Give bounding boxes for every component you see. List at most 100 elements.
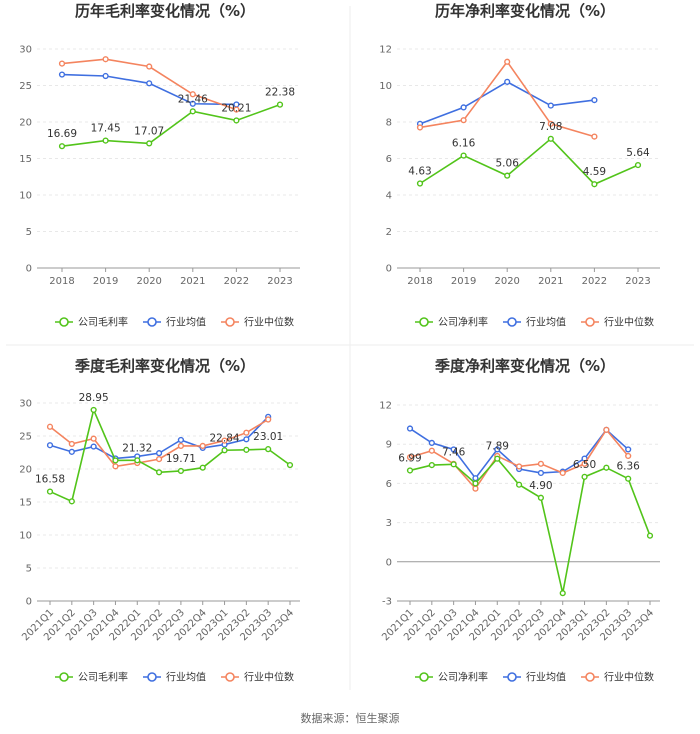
data-point-company[interactable] — [112, 457, 119, 464]
data-point-median[interactable] — [625, 452, 632, 460]
series-line-company — [61, 103, 281, 147]
data-point-company[interactable] — [221, 447, 228, 454]
legend-item-company[interactable]: 公司毛利率 — [55, 671, 128, 684]
data-point-company[interactable] — [146, 140, 153, 147]
data-point-median[interactable] — [515, 463, 523, 470]
data-point-avg[interactable] — [102, 72, 109, 80]
data-point-avg[interactable] — [450, 446, 457, 453]
data-point-median[interactable] — [233, 106, 240, 113]
data-point-company[interactable] — [646, 532, 654, 539]
data-point-company[interactable] — [189, 108, 196, 115]
data-point-company[interactable] — [472, 480, 479, 487]
data-point-company[interactable] — [547, 135, 554, 142]
data-point-avg[interactable] — [428, 439, 435, 446]
data-point-avg[interactable] — [155, 450, 163, 457]
data-point-median[interactable] — [90, 435, 97, 442]
data-point-median[interactable] — [537, 460, 545, 467]
data-point-median[interactable] — [155, 456, 163, 463]
data-point-avg[interactable] — [243, 436, 250, 443]
data-point-company[interactable] — [265, 446, 272, 453]
data-point-company[interactable] — [276, 101, 284, 108]
data-point-company[interactable] — [581, 473, 588, 480]
data-point-median[interactable] — [559, 469, 566, 477]
data-point-avg[interactable] — [68, 448, 75, 455]
data-point-avg[interactable] — [537, 469, 545, 477]
data-point-median[interactable] — [504, 58, 511, 65]
data-point-median[interactable] — [189, 91, 196, 98]
data-point-company[interactable] — [515, 481, 523, 488]
data-point-median[interactable] — [146, 63, 153, 70]
legend-item-avg[interactable]: 行业均值 — [143, 671, 206, 684]
data-point-company[interactable] — [134, 457, 141, 464]
data-point-avg[interactable] — [406, 425, 414, 432]
legend-item-avg[interactable]: 行业均值 — [143, 316, 206, 329]
legend-item-company[interactable]: 公司净利率 — [415, 316, 488, 329]
data-point-avg[interactable] — [189, 100, 196, 107]
legend-item-avg[interactable]: 行业均值 — [503, 671, 566, 684]
data-point-company[interactable] — [68, 498, 75, 505]
legend-item-company[interactable]: 公司净利率 — [415, 671, 488, 684]
data-point-median[interactable] — [243, 429, 250, 436]
data-point-company[interactable] — [199, 464, 206, 471]
data-point-median[interactable] — [68, 440, 75, 448]
data-point-company[interactable] — [559, 590, 566, 597]
data-point-median[interactable] — [58, 60, 66, 67]
data-point-median[interactable] — [581, 460, 588, 467]
data-point-company[interactable] — [58, 143, 66, 150]
data-point-company[interactable] — [102, 137, 109, 144]
data-point-median[interactable] — [199, 442, 206, 450]
data-point-avg[interactable] — [146, 80, 153, 87]
data-point-company[interactable] — [233, 117, 240, 124]
data-point-median[interactable] — [603, 426, 610, 433]
data-point-median[interactable] — [591, 133, 598, 140]
legend-item-median[interactable]: 行业中位数 — [581, 671, 654, 684]
data-point-company[interactable] — [243, 446, 250, 453]
data-point-avg[interactable] — [58, 71, 66, 78]
data-point-median[interactable] — [406, 454, 414, 461]
data-point-company[interactable] — [603, 464, 610, 471]
data-point-median[interactable] — [112, 463, 119, 470]
data-point-company[interactable] — [634, 161, 642, 169]
data-point-avg[interactable] — [46, 442, 54, 449]
data-point-company[interactable] — [591, 181, 598, 188]
data-point-company[interactable] — [625, 475, 632, 482]
legend-item-median[interactable]: 行业中位数 — [581, 316, 654, 329]
data-point-company[interactable] — [46, 488, 54, 495]
data-point-company[interactable] — [406, 467, 414, 474]
data-point-company[interactable] — [286, 461, 294, 469]
data-point-median[interactable] — [547, 120, 554, 127]
data-point-company[interactable] — [428, 462, 435, 469]
data-point-median[interactable] — [265, 416, 272, 423]
data-point-avg[interactable] — [591, 96, 598, 104]
data-point-median[interactable] — [472, 485, 479, 492]
y-tick-label: 25 — [19, 81, 32, 92]
data-point-company[interactable] — [450, 461, 457, 468]
data-point-company[interactable] — [494, 455, 501, 462]
data-point-avg[interactable] — [625, 446, 632, 453]
data-point-median[interactable] — [428, 447, 435, 454]
legend-item-avg[interactable]: 行业均值 — [503, 316, 566, 329]
data-point-avg[interactable] — [177, 436, 185, 444]
data-point-avg[interactable] — [90, 443, 97, 450]
data-point-median[interactable] — [221, 437, 228, 444]
data-point-median[interactable] — [102, 56, 109, 63]
data-point-avg[interactable] — [472, 475, 479, 482]
data-point-company[interactable] — [504, 172, 511, 179]
legend-item-median[interactable]: 行业中位数 — [221, 671, 294, 684]
data-point-company[interactable] — [90, 406, 97, 414]
data-point-company[interactable] — [416, 180, 424, 187]
legend-item-median[interactable]: 行业中位数 — [221, 316, 294, 329]
data-point-company[interactable] — [460, 152, 467, 159]
data-point-median[interactable] — [46, 423, 54, 430]
data-point-company[interactable] — [537, 494, 545, 501]
data-point-company[interactable] — [177, 467, 185, 475]
data-point-median[interactable] — [177, 442, 185, 450]
data-point-company[interactable] — [155, 469, 163, 476]
data-point-median[interactable] — [416, 124, 424, 131]
legend-item-company[interactable]: 公司毛利率 — [55, 316, 128, 329]
data-point-avg[interactable] — [494, 446, 501, 453]
data-point-avg[interactable] — [547, 102, 554, 109]
data-point-avg[interactable] — [504, 78, 511, 85]
data-point-avg[interactable] — [460, 104, 467, 111]
data-point-median[interactable] — [460, 117, 467, 124]
